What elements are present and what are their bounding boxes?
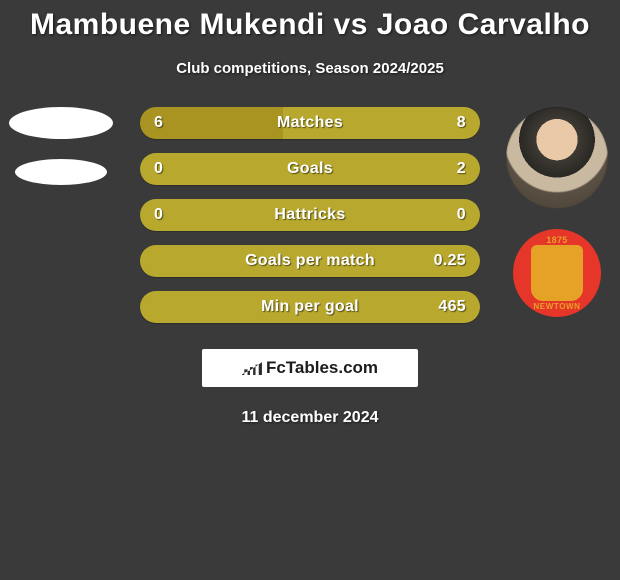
- left-player-column: [6, 107, 116, 185]
- club-crest-placeholder: [15, 159, 107, 185]
- stat-row: 68Matches: [140, 107, 480, 139]
- stat-row: 0.25Goals per match: [140, 245, 480, 277]
- stat-label: Goals per match: [140, 245, 480, 277]
- brand-text: FcTables.com: [266, 358, 378, 378]
- stat-label: Min per goal: [140, 291, 480, 323]
- stat-label: Matches: [140, 107, 480, 139]
- player-avatar-placeholder: [9, 107, 113, 139]
- stat-label: Hattricks: [140, 199, 480, 231]
- stat-label: Goals: [140, 153, 480, 185]
- stat-row: 465Min per goal: [140, 291, 480, 323]
- stat-row: 00Hattricks: [140, 199, 480, 231]
- crest-year: 1875: [513, 235, 601, 245]
- page-title: Mambuene Mukendi vs Joao Carvalho: [0, 8, 620, 42]
- crest-name: NEWTOWN: [513, 302, 601, 311]
- right-player-column: 1875 NEWTOWN: [502, 107, 612, 317]
- bars-list: 68Matches 02Goals 00Hattricks 0.25Goals per…: [140, 107, 480, 323]
- stat-row: 02Goals: [140, 153, 480, 185]
- player-avatar: [506, 107, 608, 209]
- chart-icon: [242, 361, 262, 375]
- crest-shield-icon: [531, 245, 584, 301]
- comparison-card: Mambuene Mukendi vs Joao Carvalho Club c…: [0, 0, 620, 427]
- club-crest: 1875 NEWTOWN: [513, 229, 601, 317]
- chart-area: 1875 NEWTOWN 68Matches 02Goals 00Hattricks…: [0, 107, 620, 323]
- brand-badge: FcTables.com: [202, 349, 418, 387]
- subtitle: Club competitions, Season 2024/2025: [0, 60, 620, 77]
- date-text: 11 december 2024: [0, 409, 620, 427]
